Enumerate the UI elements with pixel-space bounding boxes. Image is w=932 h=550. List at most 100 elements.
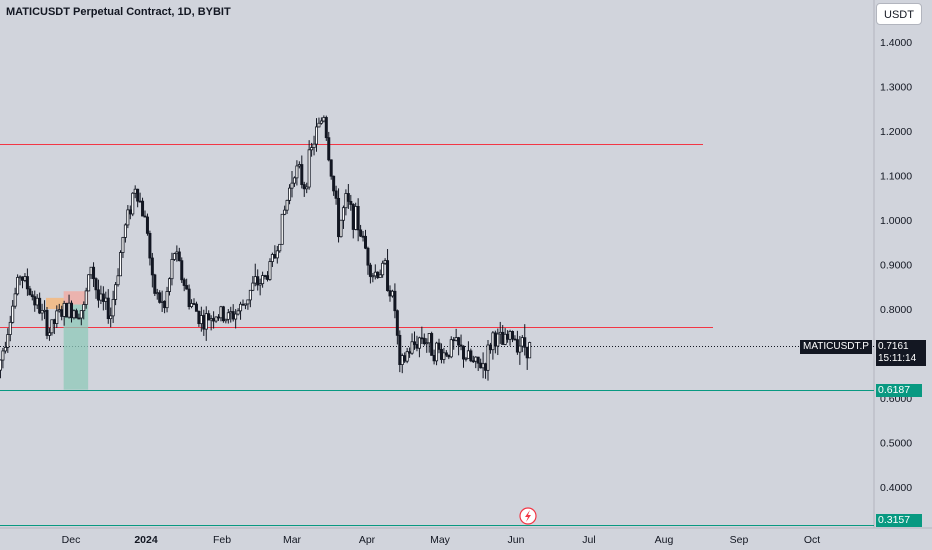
candle-body (515, 339, 519, 353)
candle-body (265, 275, 269, 280)
candle-body (324, 117, 328, 139)
candle-body (94, 278, 98, 291)
candle-body (187, 288, 191, 307)
candle-body (501, 331, 505, 345)
candle-body (104, 297, 108, 302)
candle-body (469, 350, 473, 362)
candle-body (366, 247, 370, 266)
candle-body (25, 276, 29, 290)
candle-body (28, 288, 32, 296)
candle-body (170, 259, 174, 280)
candle-body (123, 224, 127, 238)
candle-body (270, 254, 274, 262)
candle-body (513, 338, 517, 341)
candle-body (207, 313, 211, 321)
symbol-label: MATICUSDT.P (800, 340, 872, 354)
time-tick-label: Feb (213, 534, 231, 546)
last-price-badge: 0.7161 15:11:14 (876, 340, 926, 366)
candle-body (11, 305, 15, 323)
candle-body (224, 318, 228, 322)
candle-body (192, 303, 196, 305)
candle-body (430, 333, 434, 356)
horizontal-lines (0, 144, 874, 526)
candle-body (273, 254, 277, 259)
candle-body (503, 333, 507, 345)
price-axis[interactable]: 1.4000 1.3000 1.2000 1.1000 1.0000 0.9000 0.80… (880, 37, 912, 494)
time-tick-label: Apr (359, 534, 376, 546)
candle-body (62, 302, 66, 317)
candle-body (30, 294, 34, 298)
candle-body (60, 309, 64, 317)
support-level-badge: 0.6187 (876, 384, 922, 397)
candle-body (390, 290, 394, 297)
candle-body (47, 332, 51, 336)
candle-body (371, 275, 375, 278)
candle-body (334, 190, 338, 199)
candle-body (160, 300, 164, 303)
candle-body (6, 334, 10, 348)
candle-body (79, 310, 83, 319)
candle-body (57, 309, 61, 312)
candle-body (33, 296, 37, 306)
candle-body (236, 310, 240, 315)
candle-body (341, 207, 345, 221)
candle-body (43, 309, 47, 312)
candle-body (143, 215, 147, 218)
candle-body (395, 310, 399, 336)
candle-body (163, 300, 167, 309)
candle-body (111, 299, 115, 317)
candle-body (212, 318, 216, 322)
candle-body (319, 120, 323, 124)
candle-body (251, 282, 255, 291)
candle-body (479, 362, 483, 369)
candle-body (290, 182, 294, 189)
candle-body (310, 147, 314, 151)
candle-body (1, 350, 5, 361)
candle-body (474, 356, 478, 362)
candle-body (439, 348, 443, 360)
entry-zone (46, 297, 64, 309)
candle-body (258, 283, 262, 286)
candle-body (172, 253, 176, 260)
candle-body (332, 175, 336, 192)
candle-body (339, 219, 343, 238)
candle-body (141, 200, 145, 217)
candle-body (317, 122, 321, 128)
candle-body (55, 310, 59, 324)
time-axis[interactable]: Dec 2024 Feb Mar Apr May Jun Jul Aug Sep Oct (62, 534, 821, 546)
candle-body (87, 274, 91, 292)
time-tick-label: 2024 (134, 534, 158, 546)
candle-body (410, 341, 414, 354)
candle-body (101, 293, 105, 302)
go-to-live-icon[interactable] (519, 507, 537, 525)
candle-body (40, 310, 44, 314)
candle-body (491, 332, 495, 351)
candle-body (116, 275, 120, 286)
candle-body (109, 315, 113, 320)
candle-body (508, 331, 512, 340)
price-tick-label: 1.0000 (880, 215, 912, 227)
candle-body (425, 342, 429, 345)
candle-body (175, 251, 179, 255)
candle-body (285, 199, 289, 211)
candle-body (278, 243, 282, 252)
candle-body (38, 297, 42, 314)
candle-body (241, 303, 245, 306)
currency-button[interactable]: USDT (876, 3, 922, 25)
price-tick-label: 1.3000 (880, 82, 912, 94)
candle-body (194, 303, 198, 312)
candle-body (158, 292, 162, 303)
bar-countdown: 15:11:14 (878, 353, 917, 364)
candle-body (219, 306, 223, 319)
candle-body (239, 303, 243, 312)
candle-body (329, 159, 333, 177)
candle-body (268, 261, 272, 280)
candle-body (74, 310, 78, 319)
candle-body (275, 250, 279, 259)
candle-body (131, 192, 135, 215)
candle-body (408, 351, 412, 354)
candle-body (297, 164, 301, 167)
position-stop-zone (63, 291, 89, 305)
candle-body (243, 303, 247, 306)
